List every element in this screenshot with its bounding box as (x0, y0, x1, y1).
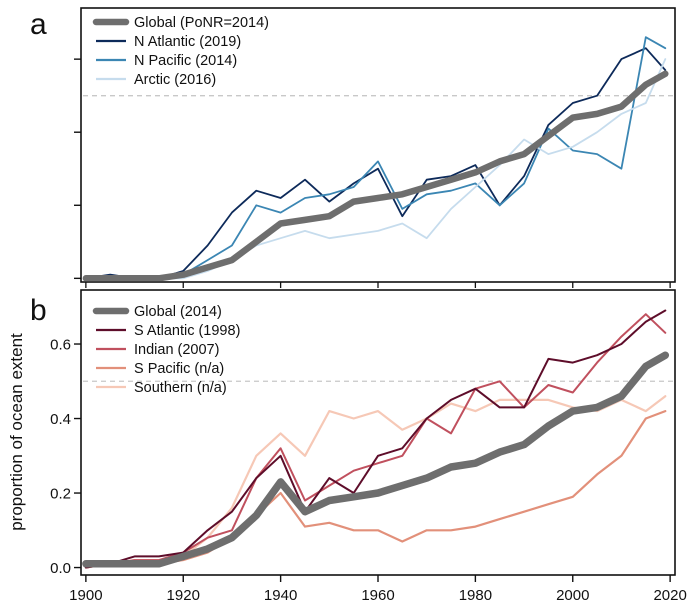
legend-label-global: Global (2014) (134, 304, 222, 320)
legend-label-s_atlantic: S Atlantic (1998) (134, 323, 240, 339)
legend-label-arctic: Arctic (2016) (134, 72, 216, 88)
panel-a-y-ticks (74, 58, 81, 280)
x-tick-label: 1900 (69, 587, 102, 604)
legend-label-indian: Indian (2007) (134, 342, 219, 358)
legend-label-global: Global (PoNR=2014) (134, 15, 269, 31)
legend-label-southern: Southern (n/a) (134, 380, 227, 396)
y-axis-label: proportion of ocean extent (7, 333, 26, 531)
legend-label-s_pacific: S Pacific (n/a) (134, 361, 224, 377)
panel-a-label: a (30, 8, 47, 41)
series-line-n_atlantic (85, 47, 667, 280)
x-tick-label: 1960 (361, 587, 394, 604)
series-line-arctic (85, 58, 667, 280)
y-tick-label: 0.6 (50, 337, 71, 354)
y-tick-label: 0.0 (50, 560, 71, 577)
panel-b-label: b (30, 294, 47, 327)
x-tick-label: 1980 (459, 587, 492, 604)
panel-a-legend: Global (PoNR=2014) N Atlantic (2019) N Pac… (92, 15, 269, 88)
y-tick-label: 0.2 (50, 486, 71, 503)
panel-a: Global (PoNR=2014) N Atlantic (2019) N Pac… (30, 7, 676, 288)
series-line-global (82, 70, 669, 282)
x-tick-label: 2020 (653, 587, 686, 604)
series-line-global (82, 351, 670, 568)
panel-b-x-ticks: 1900 1920 1940 1960 1980 2000 2020 (69, 575, 687, 604)
panel-b-frame (80, 289, 676, 576)
y-tick-label: 0.4 (50, 411, 71, 428)
panel-b-legend: Global (2014) S Atlantic (1998) Indian (20… (92, 304, 240, 396)
panel-b-y-ticks: 0.0 0.2 0.4 0.6 (50, 337, 81, 577)
x-tick-label: 1940 (264, 587, 297, 604)
legend-label-n_atlantic: N Atlantic (2019) (134, 34, 241, 50)
panel-a-series-group (82, 36, 669, 282)
x-tick-label: 2000 (556, 587, 589, 604)
panel-b-series-group (82, 309, 670, 569)
panel-b: 0.0 0.2 0.4 0.6 1900 1920 1940 1960 1980 2000 202… (7, 289, 687, 604)
legend-label-n_pacific: N Pacific (2014) (134, 53, 237, 69)
x-tick-label: 1920 (167, 587, 200, 604)
